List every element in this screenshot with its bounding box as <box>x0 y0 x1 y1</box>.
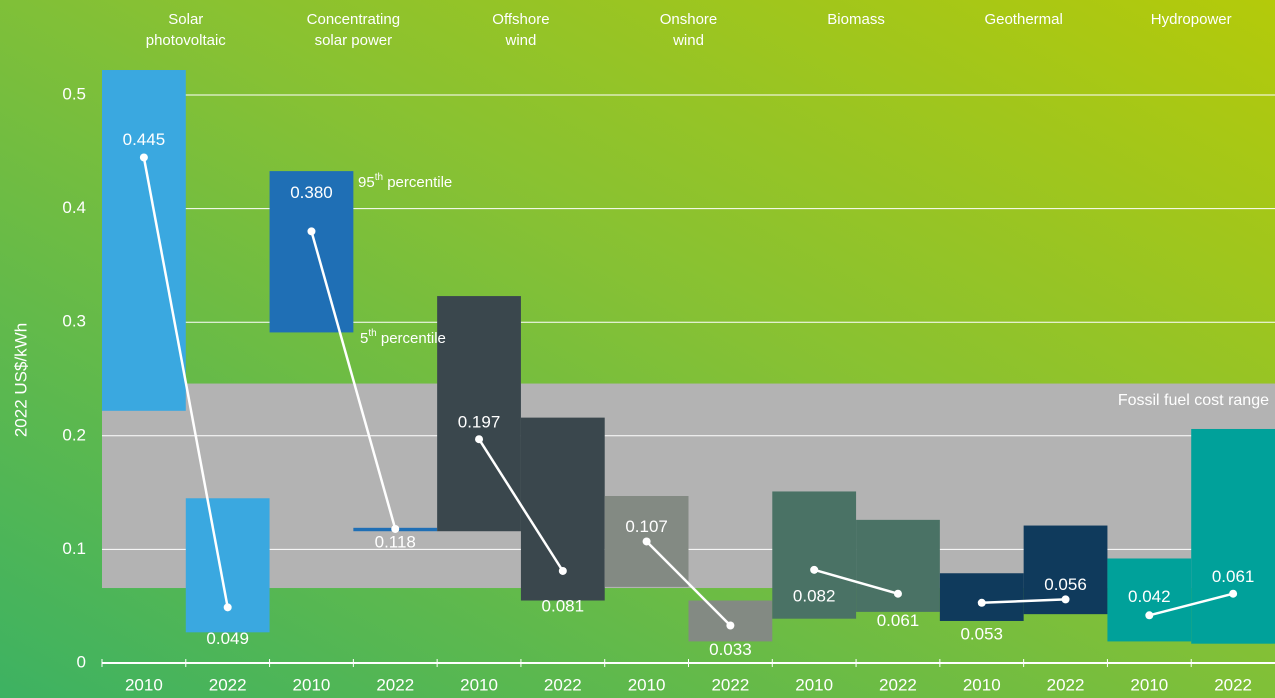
x-tick-label: 2022 <box>209 675 247 694</box>
average-point <box>391 524 400 533</box>
average-point <box>642 537 651 546</box>
annotation: 95th percentile <box>358 172 452 191</box>
category-label: Concentrating <box>307 11 400 28</box>
x-tick-label: 2010 <box>460 675 498 694</box>
y-axis-label: 2022 US$/kWh <box>11 323 30 437</box>
annotation-sup: th <box>368 328 376 339</box>
y-tick-label: 0.2 <box>62 425 86 444</box>
y-tick-label: 0.5 <box>62 84 86 103</box>
average-point <box>307 227 316 236</box>
average-line <box>142 157 229 608</box>
x-tick-label: 2010 <box>125 675 163 694</box>
y-tick-label: 0.4 <box>62 198 86 217</box>
value-label: 0.056 <box>1044 575 1087 594</box>
x-tick-label: 2010 <box>1130 675 1168 694</box>
average-point <box>893 589 902 598</box>
range-bar <box>1191 428 1275 644</box>
value-label: 0.042 <box>1128 587 1171 606</box>
value-label: 0.061 <box>877 611 920 630</box>
x-tick-label: 2010 <box>293 675 331 694</box>
category-label: Onshore <box>660 11 718 28</box>
annotation-text: percentile <box>383 174 452 191</box>
average-point <box>977 598 986 607</box>
annotation-sup: th <box>375 172 383 183</box>
category-label: Geothermal <box>984 11 1062 28</box>
category-label: wind <box>672 32 704 49</box>
range-bar <box>437 296 521 532</box>
y-tick-label: 0.1 <box>62 539 86 558</box>
value-label: 0.445 <box>123 130 166 149</box>
value-label: 0.197 <box>458 413 501 432</box>
y-tick-label: 0 <box>77 652 86 671</box>
x-tick-label: 2022 <box>1214 675 1252 694</box>
x-tick-label: 2010 <box>963 675 1001 694</box>
x-tick-label: 2010 <box>628 675 666 694</box>
average-point <box>1061 595 1070 604</box>
range-bar <box>1107 558 1192 642</box>
average-point <box>139 153 148 162</box>
average-point <box>1229 589 1238 598</box>
range-bar <box>269 171 354 333</box>
value-label: 0.061 <box>1212 567 1255 586</box>
value-label: 0.033 <box>709 640 752 659</box>
value-label: 0.053 <box>960 624 1003 643</box>
range-bar <box>939 573 1024 621</box>
x-tick-label: 2022 <box>544 675 582 694</box>
value-label: 0.082 <box>793 586 836 605</box>
x-tick-label: 2022 <box>376 675 414 694</box>
category-label: Hydropower <box>1151 11 1232 28</box>
category-label: solar power <box>315 32 393 49</box>
band-label: Fossil fuel cost range <box>1118 392 1269 409</box>
category-label: Offshore <box>492 11 549 28</box>
annotation: 5th percentile <box>360 328 446 347</box>
x-tick-label: 2022 <box>879 675 917 694</box>
average-line <box>981 598 1066 605</box>
range-bar <box>688 600 773 642</box>
annotation-number: 5 <box>360 330 368 347</box>
category-label: Biomass <box>827 11 885 28</box>
average-line <box>813 568 899 595</box>
annotation-number: 95 <box>358 174 375 191</box>
average-line <box>477 438 564 572</box>
annotation-text: percentile <box>377 330 446 347</box>
range-bar <box>185 498 270 633</box>
average-point <box>475 435 484 444</box>
range-bar <box>856 519 940 612</box>
average-point <box>1145 611 1154 620</box>
average-point <box>223 603 232 612</box>
value-label: 0.107 <box>625 517 668 536</box>
category-label: Solar <box>168 11 203 28</box>
x-tick-label: 2022 <box>711 675 749 694</box>
category-label: wind <box>504 32 536 49</box>
x-tick-label: 2010 <box>795 675 833 694</box>
range-bar <box>772 491 857 619</box>
value-label: 0.380 <box>290 183 333 202</box>
range-bar <box>102 70 186 411</box>
value-label: 0.049 <box>206 629 249 648</box>
average-point <box>558 566 567 575</box>
y-tick-label: 0.3 <box>62 312 86 331</box>
average-point <box>726 621 735 630</box>
average-line <box>1149 592 1234 617</box>
category-label: photovoltaic <box>146 32 227 49</box>
value-label: 0.118 <box>375 532 416 551</box>
average-point <box>810 565 819 574</box>
value-label: 0.081 <box>542 596 585 615</box>
x-tick-label: 2022 <box>1047 675 1085 694</box>
average-line <box>645 540 732 627</box>
average-line <box>310 230 397 530</box>
